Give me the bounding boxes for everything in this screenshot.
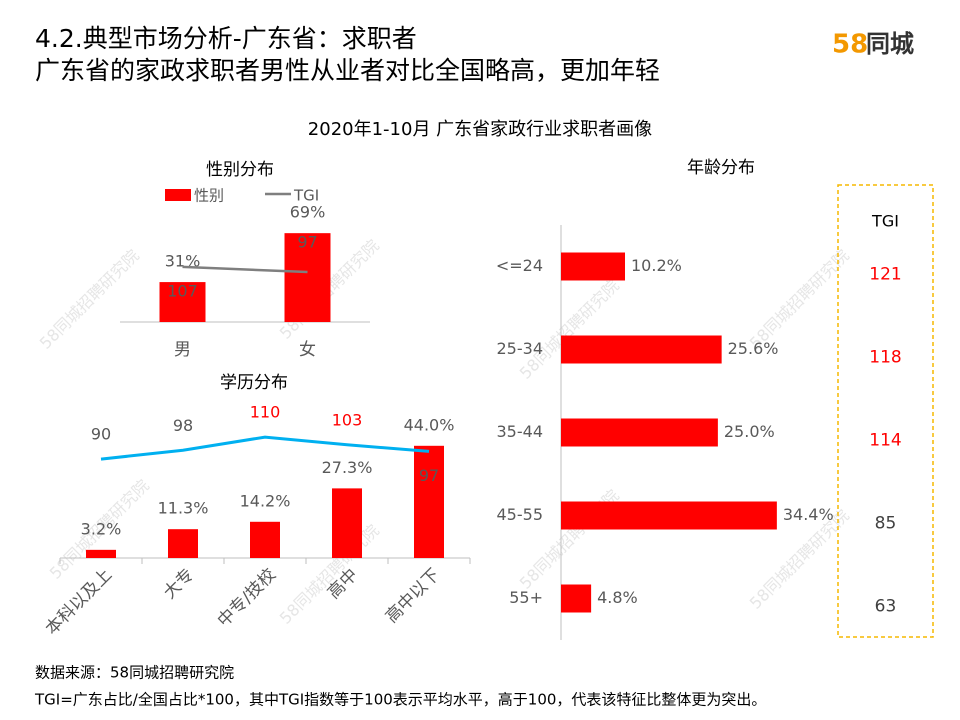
source: 数据来源：58同城招聘研究院 <box>35 664 234 682</box>
main-title: 2020年1-10月 广东省家政行业求职者画像 <box>308 119 652 140</box>
tgi-label: 97 <box>419 466 439 485</box>
chart-title: 学历分布 <box>220 373 288 393</box>
legend-label: 性别 <box>194 187 224 205</box>
tgi-value: 121 <box>869 265 901 285</box>
data-label: 44.0% <box>404 415 455 434</box>
bar <box>168 529 198 558</box>
tgi-value: 85 <box>875 514 897 534</box>
logo-name: 同城 <box>866 30 914 58</box>
logo-mark: 58 <box>832 30 868 60</box>
data-label: 34.4% <box>783 505 834 524</box>
tgi-line <box>182 265 308 274</box>
watermark: 58同城招聘研究院 <box>36 246 143 353</box>
data-label: 3.2% <box>81 519 122 538</box>
x-tick-label: 女 <box>299 340 316 360</box>
tgi-label: 98 <box>173 416 193 435</box>
note: TGI=广东占比/全国占比*100，其中TGI指数等于100表示平均水平，高于1… <box>34 691 766 709</box>
chart-title: 性别分布 <box>206 160 274 180</box>
y-tick-label: 55+ <box>509 588 543 607</box>
x-tick-label: 高中以下 <box>382 565 444 627</box>
chart-title: 年龄分布 <box>687 158 755 178</box>
x-tick-label: 男 <box>174 340 191 360</box>
watermark: 58同城招聘研究院 <box>746 246 853 353</box>
data-label: 27.3% <box>322 458 373 477</box>
tgi-value: 118 <box>869 348 901 368</box>
legend-swatch <box>165 189 191 201</box>
bar <box>561 418 718 447</box>
tgi-box <box>837 184 934 638</box>
x-tick-label: 大专 <box>160 565 198 603</box>
bar <box>86 549 116 558</box>
bar <box>250 521 280 558</box>
tgi-value: 63 <box>875 597 897 617</box>
tgi-label: 107 <box>167 282 198 301</box>
bar <box>561 335 722 364</box>
tgi-label: 103 <box>332 410 363 429</box>
legend-label: TGI <box>293 187 319 205</box>
tgi-header: TGI <box>871 212 899 231</box>
bar <box>561 584 592 613</box>
data-label: 4.8% <box>597 588 638 607</box>
tgi-label: 97 <box>297 233 317 252</box>
watermark: 58同城招聘研究院 <box>516 276 623 383</box>
slide-title: 4.2.典型市场分析-广东省：求职者 <box>35 24 417 53</box>
tgi-label: 90 <box>91 425 111 444</box>
y-tick-label: 45-55 <box>497 505 544 524</box>
bar <box>561 252 626 281</box>
y-tick-label: 25-34 <box>497 339 544 358</box>
tgi-line <box>100 435 430 461</box>
data-label: 14.2% <box>240 491 291 510</box>
bar <box>561 501 777 530</box>
data-label: 10.2% <box>631 256 682 275</box>
data-label: 69% <box>290 203 326 222</box>
data-label: 31% <box>165 252 201 271</box>
bar <box>284 233 331 322</box>
y-tick-label: <=24 <box>496 256 543 275</box>
x-tick-label: 中专/技校 <box>214 565 280 631</box>
tgi-label: 110 <box>250 403 281 422</box>
bar <box>159 282 206 322</box>
data-label: 11.3% <box>158 499 209 518</box>
y-tick-label: 35-44 <box>497 422 544 441</box>
bar <box>332 488 362 558</box>
data-label: 25.6% <box>728 339 779 358</box>
tgi-value: 114 <box>869 431 901 451</box>
data-label: 25.0% <box>724 422 775 441</box>
watermark: 58同城招聘研究院 <box>276 521 383 628</box>
slide-subtitle: 广东省的家政求职者男性从业者对比全国略高，更加年轻 <box>35 56 660 85</box>
bar <box>414 445 444 558</box>
